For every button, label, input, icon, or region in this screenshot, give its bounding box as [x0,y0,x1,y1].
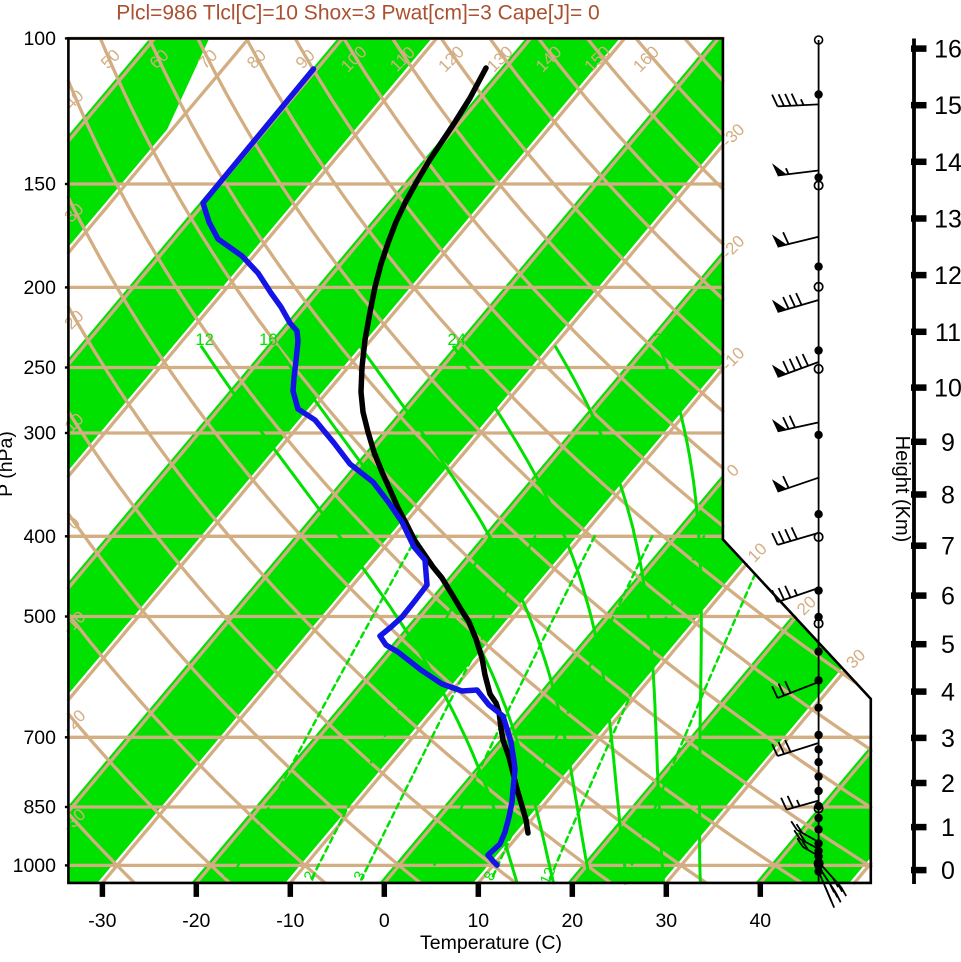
svg-text:-20: -20 [182,910,210,932]
svg-text:30: 30 [655,910,677,932]
svg-text:13: 13 [934,206,961,234]
svg-text:150: 150 [23,174,56,196]
svg-text:Height (Km): Height (Km) [891,436,913,543]
svg-text:40: 40 [749,910,771,932]
svg-text:10: 10 [467,910,489,932]
svg-text:4: 4 [941,679,955,707]
svg-text:250: 250 [23,357,56,379]
svg-text:11: 11 [935,319,961,347]
svg-text:9: 9 [941,429,955,457]
svg-text:100: 100 [23,28,56,50]
svg-text:Temperature (C): Temperature (C) [420,932,562,954]
svg-text:-30: -30 [88,910,116,932]
svg-text:1000: 1000 [13,855,57,877]
svg-text:15: 15 [934,92,961,120]
svg-text:1: 1 [941,814,955,842]
svg-text:14: 14 [934,149,961,177]
svg-text:0: 0 [379,910,390,932]
svg-text:0: 0 [941,857,955,885]
svg-text:16: 16 [934,36,961,64]
svg-text:6: 6 [941,583,955,611]
svg-text:12: 12 [195,331,213,349]
svg-text:P (hPa): P (hPa) [0,431,17,497]
svg-text:8: 8 [941,482,955,510]
svg-text:500: 500 [23,606,56,628]
svg-text:700: 700 [23,727,56,749]
svg-text:-10: -10 [276,910,304,932]
svg-text:20: 20 [561,910,583,932]
svg-text:200: 200 [23,277,56,299]
svg-text:3: 3 [941,725,955,753]
svg-text:Plcl=986 Tlcl[C]=10 Shox=3 Pwa: Plcl=986 Tlcl[C]=10 Shox=3 Pwat[cm]=3 Ca… [116,2,599,25]
svg-text:300: 300 [23,423,56,445]
svg-text:400: 400 [23,526,56,548]
svg-text:7: 7 [941,533,955,561]
svg-text:850: 850 [23,797,56,819]
svg-text:24: 24 [448,331,466,349]
svg-text:16: 16 [259,331,277,349]
svg-text:12: 12 [934,262,961,290]
svg-text:10: 10 [934,375,961,403]
svg-text:2: 2 [941,770,955,798]
svg-text:5: 5 [941,631,955,659]
svg-text:32: 32 [653,331,671,349]
